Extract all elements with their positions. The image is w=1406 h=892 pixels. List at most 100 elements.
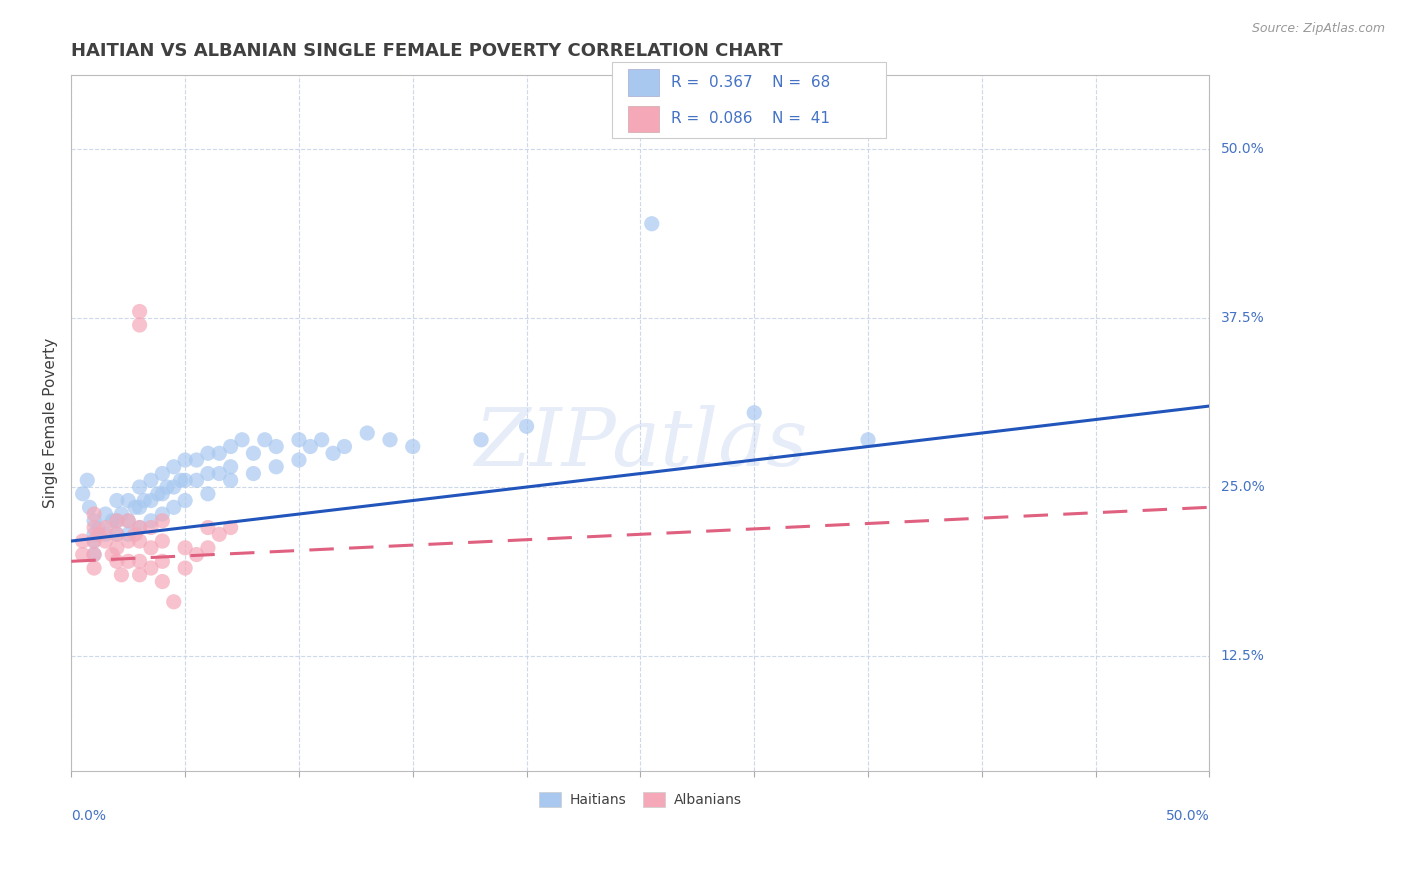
Text: 37.5%: 37.5%	[1220, 311, 1264, 326]
Point	[197, 487, 219, 501]
Point	[87, 520, 110, 534]
Point	[197, 467, 219, 481]
Point	[516, 419, 538, 434]
Point	[150, 507, 173, 521]
Point	[139, 493, 162, 508]
Point	[264, 459, 287, 474]
Point	[288, 453, 311, 467]
Legend: Haitians, Albanians: Haitians, Albanians	[533, 786, 747, 813]
Point	[197, 520, 219, 534]
Point	[253, 433, 276, 447]
Point	[139, 514, 162, 528]
Point	[197, 446, 219, 460]
Point	[288, 433, 311, 447]
Point	[299, 440, 322, 454]
Point	[105, 527, 128, 541]
Point	[128, 500, 150, 515]
Y-axis label: Single Female Poverty: Single Female Poverty	[44, 338, 58, 508]
Point	[139, 561, 162, 575]
Point	[110, 507, 132, 521]
Point	[117, 514, 139, 528]
Point	[101, 514, 124, 528]
Point	[174, 453, 197, 467]
Point	[110, 567, 132, 582]
Point	[128, 480, 150, 494]
Text: 12.5%: 12.5%	[1220, 648, 1264, 663]
Point	[197, 541, 219, 555]
Point	[124, 500, 146, 515]
Point	[174, 561, 197, 575]
Point	[150, 554, 173, 568]
Point	[150, 487, 173, 501]
Point	[117, 527, 139, 541]
Point	[169, 473, 191, 487]
Point	[117, 554, 139, 568]
Point	[470, 433, 492, 447]
Point	[311, 433, 333, 447]
Point	[174, 473, 197, 487]
Point	[72, 548, 94, 562]
Point	[83, 520, 105, 534]
Point	[186, 453, 208, 467]
Point	[856, 433, 879, 447]
Point	[128, 567, 150, 582]
Point	[163, 480, 186, 494]
Point	[117, 493, 139, 508]
Point	[105, 527, 128, 541]
Point	[94, 507, 117, 521]
Point	[139, 520, 162, 534]
Text: 50.0%: 50.0%	[1166, 809, 1209, 823]
Point	[156, 480, 179, 494]
Point	[94, 527, 117, 541]
Point	[186, 548, 208, 562]
Point	[101, 548, 124, 562]
Point	[83, 527, 105, 541]
Point	[242, 467, 264, 481]
Point	[117, 534, 139, 549]
Point	[72, 487, 94, 501]
Point	[128, 318, 150, 332]
Point	[163, 595, 186, 609]
Point	[139, 541, 162, 555]
Point	[208, 467, 231, 481]
Point	[79, 500, 101, 515]
Point	[208, 527, 231, 541]
Point	[150, 514, 173, 528]
Point	[128, 304, 150, 318]
Point	[134, 493, 156, 508]
Point	[117, 514, 139, 528]
Point	[83, 548, 105, 562]
Point	[641, 217, 664, 231]
Text: 50.0%: 50.0%	[1220, 143, 1264, 156]
Point	[105, 514, 128, 528]
Point	[402, 440, 425, 454]
Point	[163, 500, 186, 515]
Point	[139, 473, 162, 487]
Point	[150, 534, 173, 549]
Point	[322, 446, 344, 460]
Point	[174, 493, 197, 508]
Text: R =  0.086    N =  41: R = 0.086 N = 41	[671, 112, 830, 127]
Point	[150, 467, 173, 481]
Point	[76, 473, 98, 487]
Point	[83, 548, 105, 562]
Point	[264, 440, 287, 454]
Point	[231, 433, 253, 447]
Point	[219, 440, 242, 454]
Point	[146, 487, 169, 501]
Point	[150, 574, 173, 589]
Point	[124, 527, 146, 541]
Point	[83, 507, 105, 521]
Point	[378, 433, 401, 447]
Point	[94, 534, 117, 549]
Point	[356, 425, 378, 440]
Point	[94, 520, 117, 534]
Text: HAITIAN VS ALBANIAN SINGLE FEMALE POVERTY CORRELATION CHART: HAITIAN VS ALBANIAN SINGLE FEMALE POVERT…	[72, 42, 783, 60]
Point	[128, 520, 150, 534]
Point	[105, 514, 128, 528]
Point	[219, 473, 242, 487]
Text: 25.0%: 25.0%	[1220, 480, 1264, 494]
Point	[128, 520, 150, 534]
Point	[83, 534, 105, 549]
Point	[128, 554, 150, 568]
